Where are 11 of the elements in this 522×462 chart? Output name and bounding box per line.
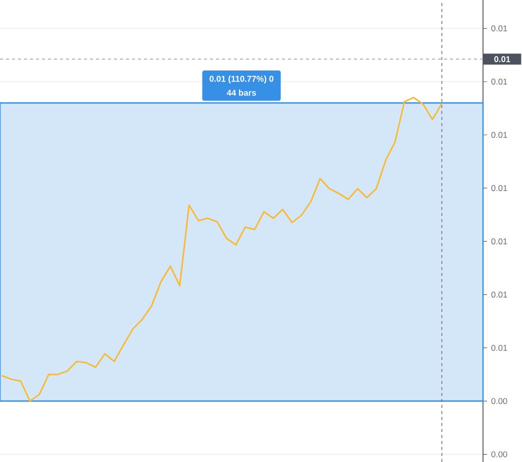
annotation: 44 bars <box>226 90 256 96</box>
y-tick-label: 0.01 <box>491 292 508 298</box>
y-tick-label: 0.00 <box>491 398 508 404</box>
y-tick-label: 0.01 <box>491 132 508 138</box>
y-tick-label: 0.01 <box>491 78 508 85</box>
y-tick-label: 0.01 <box>491 25 508 32</box>
y-tick-label: 0.01 <box>491 185 508 192</box>
y-tick-label: 0.00 <box>491 451 508 458</box>
y-tick-label: 0.01 <box>491 238 508 244</box>
y-tick-label: 0.01 <box>491 344 508 351</box>
band-label: 0.01 (110.77%) 0 <box>210 76 274 84</box>
